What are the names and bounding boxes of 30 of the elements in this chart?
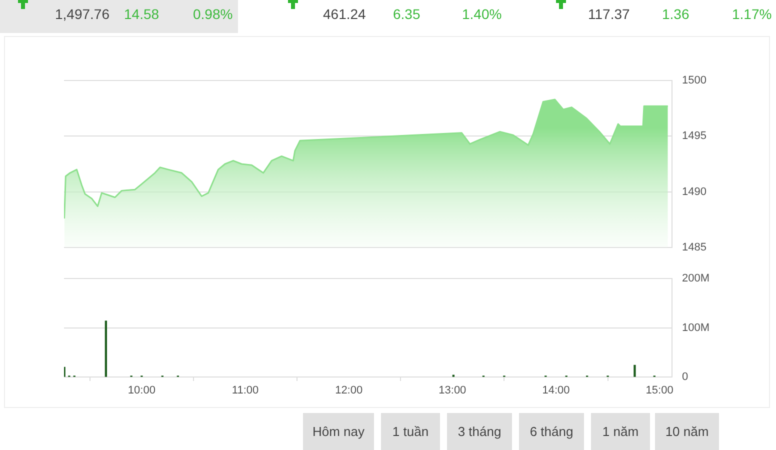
- y-tick-label: 200M: [682, 272, 710, 285]
- bar: [104, 320, 108, 377]
- y-tick-label: 1485: [682, 241, 706, 254]
- y-tick-label: 100M: [682, 322, 710, 334]
- text: 1,497.76: [55, 6, 110, 22]
- text: 1.40%: [462, 6, 502, 22]
- x-tick-label: 14:00: [542, 384, 570, 397]
- text: 0.98%: [193, 6, 233, 22]
- text: 117.37: [588, 6, 630, 22]
- text: 6.35: [393, 6, 420, 22]
- text: 1 tuần: [381, 413, 440, 450]
- bar: [634, 364, 636, 377]
- x-tick-label: 13:00: [438, 384, 466, 397]
- y-tick-label: 0: [682, 371, 688, 384]
- text: 10 năm: [655, 413, 719, 450]
- text: 6 tháng: [519, 413, 584, 450]
- y-tick-label: 1495: [682, 130, 706, 142]
- text: 1.17%: [732, 6, 772, 22]
- text: 461.24: [323, 6, 366, 22]
- x-tick-label: 11:00: [232, 384, 259, 397]
- x-tick-label: 12:00: [335, 384, 363, 397]
- text: 1.36: [662, 6, 690, 22]
- x-tick-label: 15:00: [646, 384, 674, 397]
- text: 1 năm: [591, 413, 650, 450]
- y-tick-label: 1490: [682, 186, 706, 198]
- y-tick-label: 1500: [682, 74, 706, 87]
- text: 3 tháng: [447, 413, 512, 450]
- x-tick-label: 10:00: [128, 384, 156, 397]
- text: Hôm nay: [303, 413, 374, 450]
- text: 14.58: [124, 6, 160, 22]
